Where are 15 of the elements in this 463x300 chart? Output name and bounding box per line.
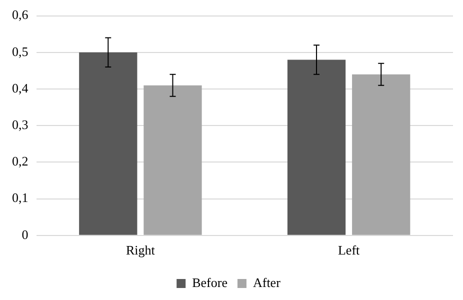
bar <box>287 60 346 235</box>
y-tick-label: 0 <box>22 226 28 242</box>
bar <box>79 52 138 235</box>
y-tick-label: 0,2 <box>12 154 28 169</box>
y-tick-label: 0,1 <box>12 190 28 206</box>
bar <box>352 74 410 235</box>
x-tick-label: Right <box>126 242 156 258</box>
x-tick-label: Left <box>338 242 360 258</box>
y-tick-label: 0,3 <box>12 117 28 132</box>
y-tick-label: 0,4 <box>12 80 29 96</box>
y-tick-label: 0,6 <box>12 7 29 22</box>
legend-label: After <box>252 274 282 290</box>
y-tick-label: 0,5 <box>12 44 28 59</box>
legend-label: Before <box>192 274 228 290</box>
bar <box>144 85 202 235</box>
